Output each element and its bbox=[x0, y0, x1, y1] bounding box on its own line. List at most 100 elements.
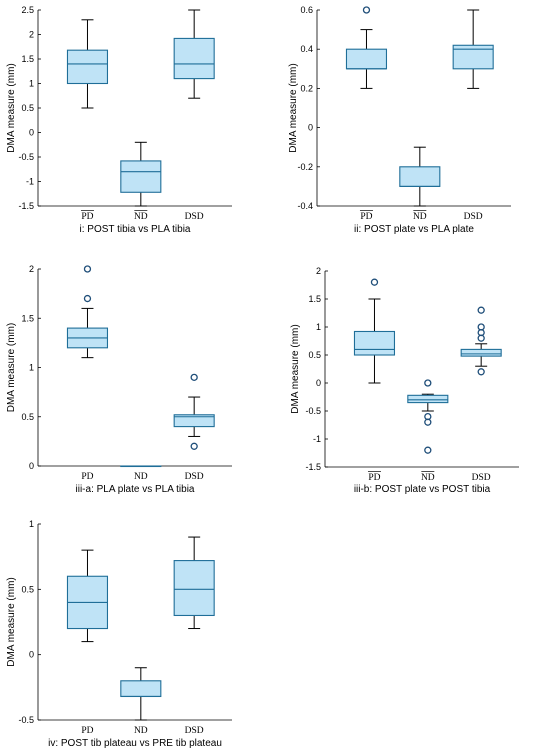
box-pd bbox=[345, 6, 388, 89]
outlier-point bbox=[424, 379, 432, 387]
iqr-box bbox=[173, 37, 215, 80]
box-nd bbox=[407, 379, 449, 454]
y-axis-label: DMA measure (mm) bbox=[290, 324, 301, 413]
y-tick-label: -0.2 bbox=[297, 162, 313, 172]
y-tick-label: 0.5 bbox=[21, 584, 34, 594]
iqr-box bbox=[120, 160, 162, 193]
iqr-box bbox=[345, 48, 388, 70]
outlier-point bbox=[190, 373, 198, 382]
iqr-box bbox=[173, 414, 215, 428]
iqr-box bbox=[173, 560, 215, 617]
iqr-box bbox=[399, 166, 441, 187]
y-tick-label: 1 bbox=[316, 322, 321, 332]
y-axis-label: DMA measure (mm) bbox=[6, 323, 17, 412]
y-tick-label: -0.5 bbox=[305, 406, 321, 416]
y-tick-label: 1 bbox=[29, 79, 34, 89]
y-tick-label: 0 bbox=[29, 128, 34, 138]
box-pd bbox=[66, 549, 109, 643]
x-tick-label: DSD bbox=[464, 212, 483, 222]
box-dsd bbox=[173, 9, 215, 99]
outlier-point bbox=[83, 294, 92, 303]
y-tick-label: -0.4 bbox=[297, 201, 313, 211]
panel-3: 0 0.5 1 1.5 2 DMA measure (mm) PD ND DSD iii-a: P… bbox=[6, 264, 232, 495]
x-tick-label: ND bbox=[421, 473, 435, 483]
y-tick-label: 1.5 bbox=[21, 54, 34, 64]
x-tick-label: ND bbox=[413, 212, 427, 222]
box-pd bbox=[66, 265, 109, 359]
y-tick-label: 2 bbox=[316, 266, 321, 276]
y-tick-label: 0.5 bbox=[21, 412, 34, 422]
outlier-point bbox=[477, 323, 485, 331]
y-tick-label: 0.5 bbox=[21, 103, 34, 113]
x-tick-label: DSD bbox=[185, 212, 204, 222]
y-tick-label: 0.2 bbox=[300, 83, 313, 93]
y-tick-label: -1.5 bbox=[18, 201, 34, 211]
y-tick-label: -1.5 bbox=[305, 462, 321, 472]
box-dsd bbox=[452, 9, 494, 89]
box-nd bbox=[120, 141, 162, 207]
panel-5: -0.5 0 0.5 1 DMA measure (mm) PD ND DSD iv: POST… bbox=[6, 519, 232, 749]
box-pd bbox=[353, 278, 396, 384]
iqr-box bbox=[66, 49, 109, 85]
outlier-point bbox=[477, 368, 485, 376]
x-tick-label: DSD bbox=[472, 473, 491, 483]
y-tick-label: 2 bbox=[29, 264, 34, 274]
panel-1: -1.5 -1 -0.5 0 0.5 1 1.5 2 2.5 DMA measure (mm) PD… bbox=[6, 5, 232, 235]
box-nd bbox=[399, 146, 441, 207]
y-tick-label: 1.5 bbox=[21, 313, 34, 323]
x-tick-label: ND bbox=[134, 472, 148, 482]
x-tick-label: DSD bbox=[185, 726, 204, 736]
x-tick-label: DSD bbox=[185, 472, 204, 482]
x-tick-label: ND bbox=[134, 726, 148, 736]
panel-caption: ii: POST plate vs PLA plate bbox=[354, 224, 474, 235]
box-dsd bbox=[460, 306, 502, 376]
y-tick-label: -0.5 bbox=[18, 715, 34, 725]
outlier-point bbox=[83, 265, 92, 273]
box-dsd bbox=[173, 373, 215, 450]
x-tick-label: PD bbox=[81, 472, 93, 482]
panel-caption: iv: POST tib plateau vs PRE tib plateau bbox=[48, 738, 222, 749]
iqr-box bbox=[353, 330, 396, 356]
y-tick-label: 0.5 bbox=[308, 350, 321, 360]
box-nd bbox=[120, 465, 162, 468]
y-tick-label: -0.5 bbox=[18, 152, 34, 162]
iqr-box bbox=[120, 680, 162, 698]
y-tick-label: 1 bbox=[29, 519, 34, 529]
y-axis-label: DMA measure (mm) bbox=[288, 63, 299, 152]
outlier-point bbox=[477, 306, 485, 314]
panel-4: -1.5 -1 -0.5 0 0.5 1 1.5 2 DMA measure (mm) PD ND D… bbox=[290, 266, 519, 495]
y-axis-label: DMA measure (mm) bbox=[6, 63, 17, 152]
y-tick-label: 0 bbox=[29, 461, 34, 471]
panel-caption: iii-b: POST plate vs POST tibia bbox=[354, 484, 491, 495]
y-tick-label: 2 bbox=[29, 30, 34, 40]
x-tick-label: PD bbox=[360, 212, 372, 222]
box-nd bbox=[120, 667, 162, 721]
y-tick-label: 0 bbox=[316, 378, 321, 388]
panel-caption: iii-a: PLA plate vs PLA tibia bbox=[76, 484, 195, 495]
iqr-box bbox=[460, 348, 502, 357]
outlier-point bbox=[424, 418, 432, 426]
y-tick-label: 0 bbox=[308, 123, 313, 133]
y-tick-label: 0 bbox=[29, 650, 34, 660]
y-tick-label: 1 bbox=[29, 363, 34, 373]
box-pd bbox=[66, 19, 109, 109]
y-tick-label: 2.5 bbox=[21, 5, 34, 15]
iqr-box bbox=[452, 44, 494, 70]
y-tick-label: 0.6 bbox=[300, 5, 313, 15]
panel-caption: i: POST tibia vs PLA tibia bbox=[80, 224, 191, 235]
outlier-point bbox=[190, 442, 198, 450]
iqr-box bbox=[407, 394, 449, 404]
box-dsd bbox=[173, 536, 215, 630]
x-tick-label: PD bbox=[81, 726, 93, 736]
y-axis-label: DMA measure (mm) bbox=[6, 577, 17, 666]
x-tick-label: PD bbox=[368, 473, 380, 483]
x-tick-label: PD bbox=[81, 212, 93, 222]
outlier-point bbox=[370, 278, 379, 286]
x-tick-label: ND bbox=[134, 212, 148, 222]
outlier-point bbox=[424, 446, 432, 454]
outlier-point bbox=[362, 6, 371, 14]
y-tick-label: -1 bbox=[26, 177, 34, 187]
y-tick-label: 0.4 bbox=[300, 44, 313, 54]
y-tick-label: 1.5 bbox=[308, 294, 321, 304]
